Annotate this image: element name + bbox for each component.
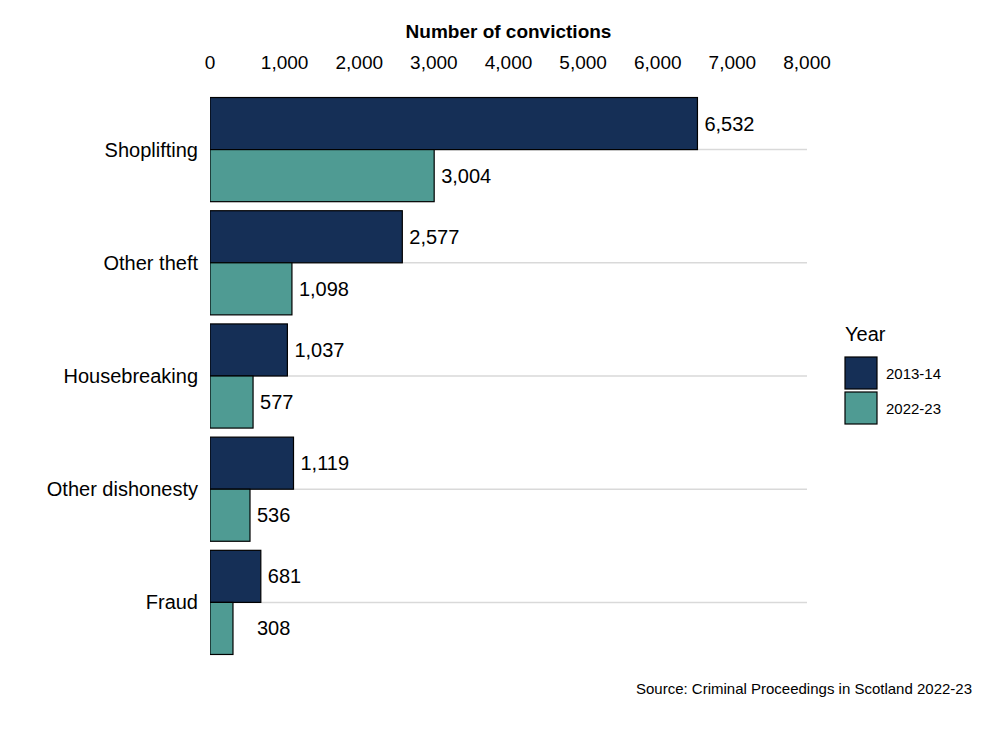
category-label: Shoplifting	[105, 139, 198, 161]
tick-mark	[433, 89, 434, 93]
data-label: 3,004	[441, 165, 491, 187]
data-label: 681	[268, 565, 301, 587]
chart: Number of convictions 0 1,000 2,000 3,000 4,0…	[0, 0, 1004, 736]
bar	[210, 98, 697, 150]
bar	[210, 437, 294, 489]
category-label: Fraud	[146, 591, 198, 613]
bar	[210, 489, 250, 541]
tick-label: 2,000	[335, 52, 383, 73]
data-label: 1,119	[301, 452, 350, 474]
bar	[210, 263, 292, 315]
bar	[210, 211, 402, 263]
data-label: 2,577	[409, 226, 459, 248]
category-label: Housebreaking	[63, 365, 198, 387]
tick-mark	[284, 89, 285, 93]
tick-label: 1,000	[261, 52, 309, 73]
tick-label: 5,000	[559, 52, 607, 73]
grid-line	[210, 602, 807, 604]
tick-mark	[657, 89, 658, 93]
bar	[210, 602, 233, 654]
legend-swatch	[845, 357, 877, 389]
legend-swatch	[845, 392, 877, 424]
tick-mark	[732, 89, 733, 93]
grid-line	[210, 488, 807, 490]
grid-line	[210, 375, 807, 377]
bars	[210, 98, 697, 655]
source-note: Source: Criminal Proceedings in Scotland…	[636, 680, 972, 697]
tick-mark	[210, 89, 211, 93]
legend: Year 2013-14 2022-23	[845, 323, 941, 424]
tick-label: 6,000	[634, 52, 682, 73]
legend-title: Year	[845, 323, 886, 345]
tick-label: 8,000	[783, 52, 831, 73]
bar	[210, 150, 434, 202]
data-label: 308	[257, 617, 290, 639]
bar	[210, 324, 287, 376]
legend-label: 2013-14	[886, 365, 941, 382]
tick-label: 3,000	[410, 52, 458, 73]
tick-mark	[359, 89, 360, 93]
axis-title: Number of convictions	[406, 21, 612, 42]
data-label: 1,098	[299, 278, 349, 300]
tick-label: 0	[205, 52, 216, 73]
data-label: 1,037	[294, 339, 344, 361]
category-label: Other theft	[104, 252, 199, 274]
data-labels: 6,532 2,577 1,037 1,119 681 3,004 1,098 577 536 3…	[257, 113, 755, 640]
bar	[210, 550, 261, 602]
tick-label: 7,000	[709, 52, 757, 73]
data-label: 577	[260, 391, 293, 413]
category-label: Other dishonesty	[47, 478, 198, 500]
bar	[210, 376, 253, 428]
tick-mark	[508, 89, 509, 93]
tick-label: 4,000	[485, 52, 533, 73]
legend-label: 2022-23	[886, 400, 941, 417]
data-label: 6,532	[704, 113, 754, 135]
tick-mark	[583, 89, 584, 93]
data-label: 536	[257, 504, 290, 526]
tick-mark	[807, 89, 808, 93]
